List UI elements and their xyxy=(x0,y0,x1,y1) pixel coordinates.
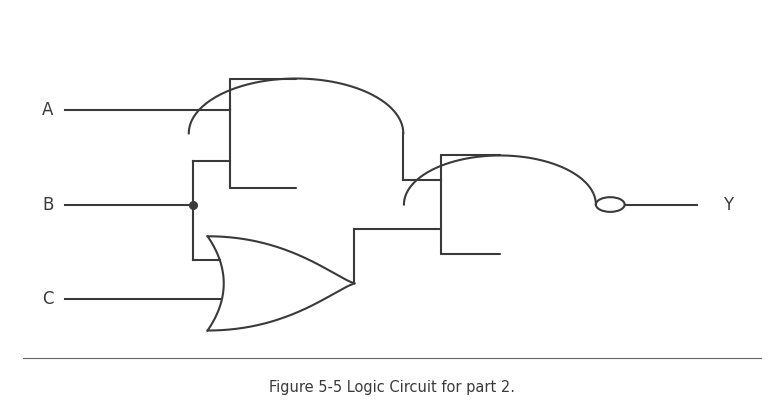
Text: A: A xyxy=(42,101,53,119)
Text: B: B xyxy=(42,196,53,213)
Text: Y: Y xyxy=(723,196,733,213)
Text: C: C xyxy=(42,290,53,308)
Text: Figure 5-5 Logic Circuit for part 2.: Figure 5-5 Logic Circuit for part 2. xyxy=(269,379,515,394)
